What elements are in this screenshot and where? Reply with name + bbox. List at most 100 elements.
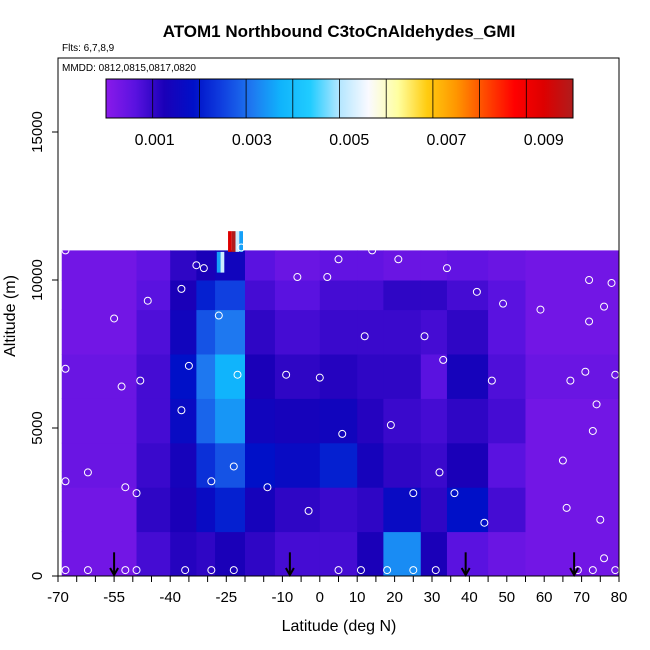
sample-point [562, 503, 571, 512]
sample-point [596, 515, 605, 524]
sample-point [61, 477, 70, 486]
sample-point [121, 566, 130, 575]
sample-point [229, 462, 238, 471]
field-cell [420, 487, 448, 533]
flight-marker-arrow [109, 552, 119, 578]
sample-point [499, 299, 508, 308]
x-tick-label: 60 [536, 589, 553, 606]
sample-point [334, 566, 343, 575]
sample-point [334, 255, 343, 264]
field-cell [488, 309, 526, 355]
field-cell [245, 309, 276, 355]
sample-point [121, 483, 130, 492]
sample-point [181, 566, 190, 575]
field-cell [488, 531, 526, 577]
field-cell [420, 398, 448, 444]
field-cell [420, 309, 448, 355]
field-cell [136, 250, 171, 281]
plume-cell [239, 231, 243, 252]
field-cell [383, 398, 422, 444]
field-cell [357, 354, 384, 399]
field-cell [196, 442, 216, 488]
dates-subtitle: MMDD: 0812,0815,0817,0820 [62, 63, 196, 74]
field-cell [319, 442, 358, 488]
field-cell [446, 398, 489, 444]
y-tick-label: 15000 [29, 111, 46, 153]
field-cell [215, 487, 246, 533]
field-cell [383, 280, 422, 311]
sample-point [143, 296, 152, 305]
sample-point [439, 355, 448, 364]
field-cell [488, 442, 526, 488]
field-cell [357, 280, 384, 311]
field-cell [525, 398, 620, 444]
field-cell [61, 250, 138, 281]
field-cell [215, 309, 246, 355]
sample-point [61, 364, 70, 373]
field-cell [357, 487, 384, 533]
sample-point [442, 264, 451, 273]
sample-point [607, 278, 616, 287]
field-cell [357, 442, 384, 488]
field-cell [245, 531, 276, 577]
field-cell [446, 442, 489, 488]
sample-point [338, 429, 347, 438]
plume-cell [231, 231, 236, 252]
field-cell [274, 354, 321, 399]
sample-point [536, 305, 545, 314]
field-cell [319, 250, 358, 281]
field-cell [446, 280, 489, 311]
sample-point [83, 566, 92, 575]
x-tick-label: 30 [424, 589, 441, 606]
flight-marker-arrow [285, 552, 295, 578]
field-cell [319, 487, 358, 533]
field-cell [61, 398, 138, 444]
field-cell [274, 531, 321, 577]
field-cell [274, 250, 321, 281]
colorbar-tick-label: 0.005 [329, 132, 369, 149]
x-tick-label: 50 [498, 589, 515, 606]
sample-point [480, 518, 489, 527]
sample-point [132, 489, 141, 498]
field-cell [170, 531, 197, 577]
sample-point [472, 287, 481, 296]
flight-marker-arrow [460, 552, 471, 578]
chart-title: ATOM1 Northbound C3toCnAldehydes_GMI [163, 22, 516, 41]
y-tick-label: 0 [29, 572, 46, 580]
colorbar-tick-label: 0.009 [524, 132, 564, 149]
field-cell [446, 309, 489, 355]
field-cell [383, 487, 422, 533]
sample-point [110, 314, 119, 323]
field-cell [170, 280, 197, 311]
sample-point [184, 361, 193, 370]
field-cell [274, 309, 321, 355]
field-cell [136, 442, 171, 488]
y-tick-label: 5000 [29, 411, 46, 444]
upper-plume [216, 231, 243, 273]
field-cell [446, 531, 489, 577]
sample-point [577, 240, 586, 249]
sample-point [566, 376, 575, 385]
sample-point [136, 376, 145, 385]
field-cell [383, 309, 422, 355]
field-cell [525, 531, 620, 577]
field-cell [488, 398, 526, 444]
sample-point [132, 566, 141, 575]
sample-point [585, 276, 594, 284]
field-cell [196, 398, 216, 444]
plume-cell [235, 231, 240, 252]
sample-point [83, 468, 92, 477]
sample-point [588, 566, 597, 575]
field-cell [383, 442, 422, 488]
field-cell [319, 309, 358, 355]
field-cell [215, 398, 246, 444]
sample-point [558, 456, 567, 465]
sample-point [61, 566, 70, 575]
x-tick-label: -10 [272, 589, 294, 606]
x-tick-label: -25 [215, 589, 237, 606]
field-cell [196, 354, 216, 399]
y-axis: 0 5000 10000 15000 [29, 111, 58, 580]
sample-point [199, 264, 208, 273]
sample-point [293, 273, 302, 282]
